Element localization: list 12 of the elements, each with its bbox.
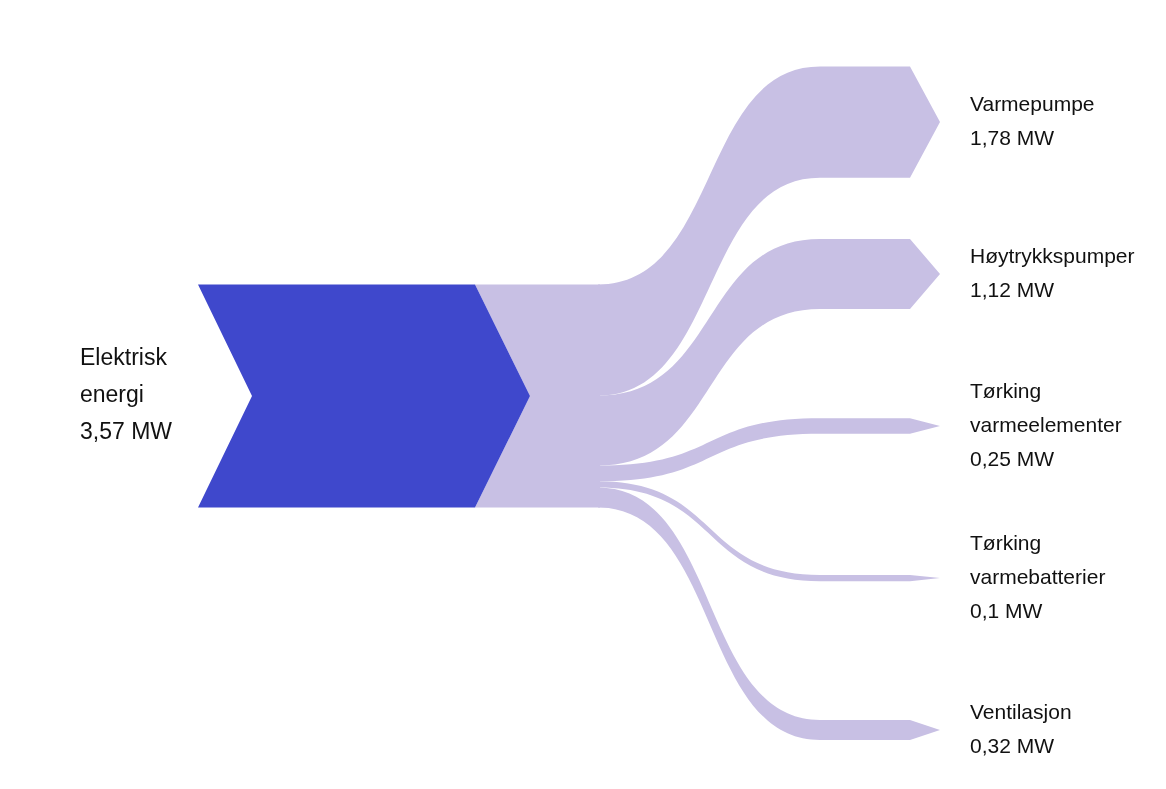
data-label: 0,1 MW [970, 598, 1043, 622]
data-label: 0,32 MW [970, 733, 1055, 757]
data-label: 0,25 MW [970, 446, 1055, 470]
data-label: 1,78 MW [970, 125, 1055, 149]
data-label: 1,12 MW [970, 277, 1055, 301]
category-label: Varmepumpe [970, 91, 1095, 115]
category-label: Tørking varmeelementer [970, 378, 1122, 436]
category-label: Høytrykkspumper [970, 243, 1135, 267]
category-label: Ventilasjon [970, 699, 1072, 723]
data-label: 3,57 MW [80, 418, 173, 445]
category-label: Tørking varmebatterier [970, 530, 1106, 588]
category-label: Elektrisk energi [80, 344, 168, 408]
